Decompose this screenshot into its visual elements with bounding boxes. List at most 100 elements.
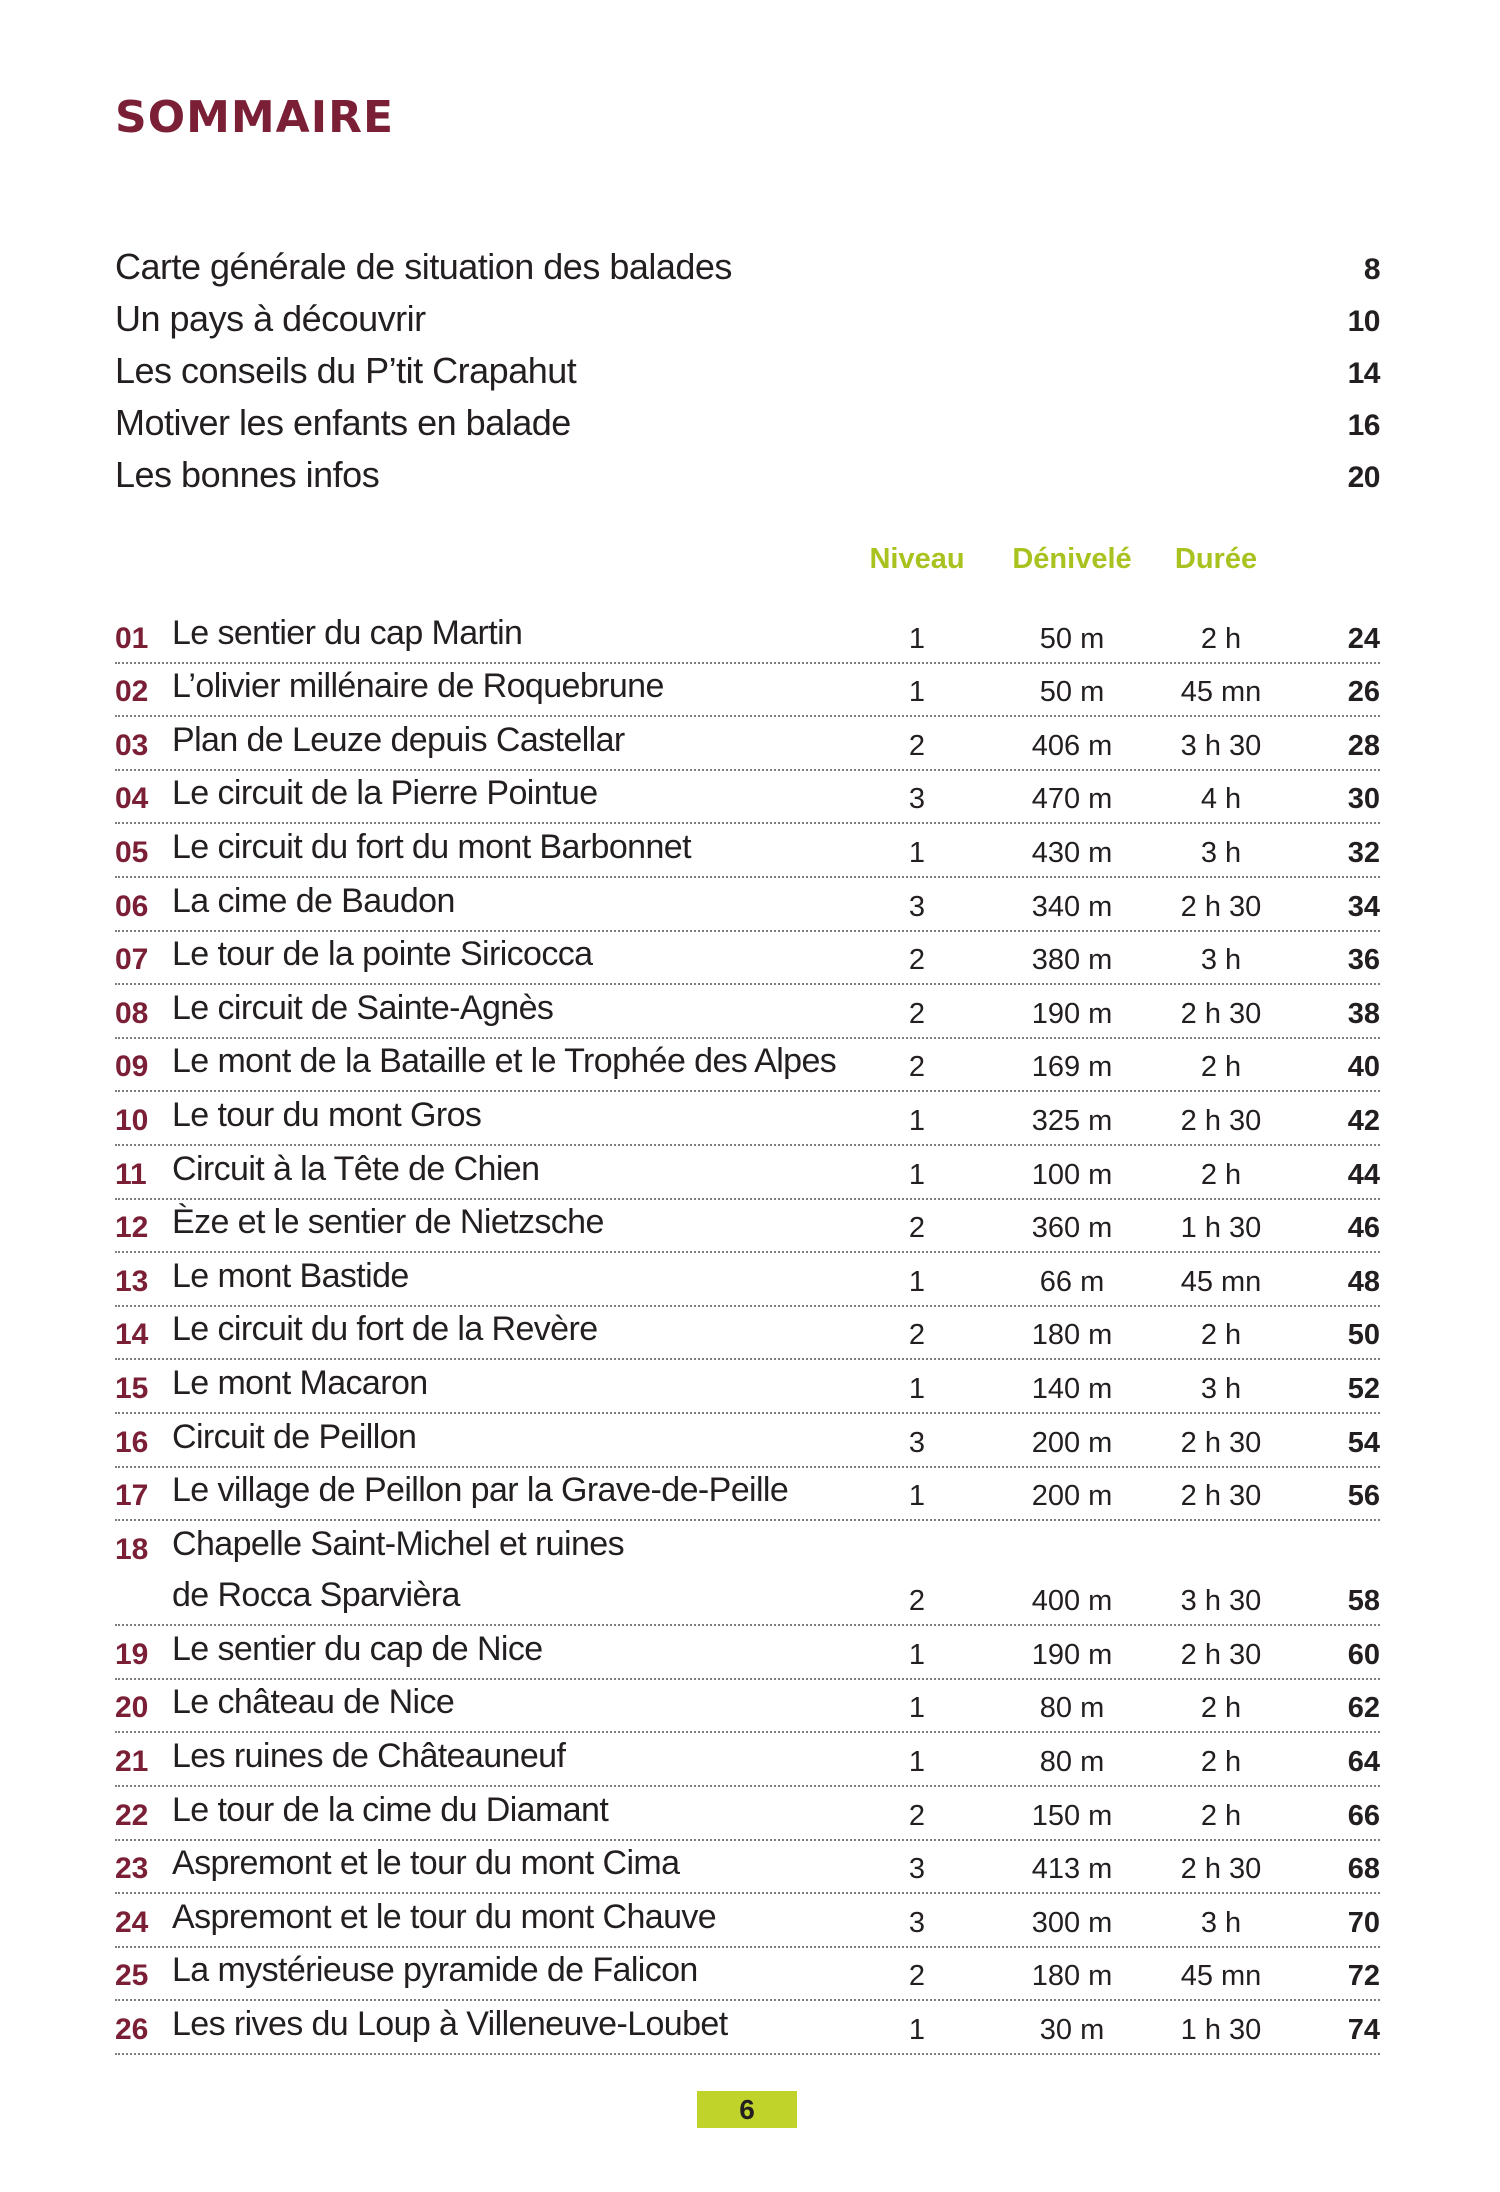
walk-number: 15 xyxy=(115,1371,149,1405)
walk-page: 62 xyxy=(1347,1692,1380,1725)
walk-row: 13 Le mont Bastide 1 66 m 45 mn 48 xyxy=(115,1253,1380,1307)
walk-number: 14 xyxy=(115,1318,149,1352)
walk-level: 3 xyxy=(908,1906,926,1939)
walk-name: Le tour de la cime du Diamant xyxy=(172,1790,609,1829)
walk-level: 2 xyxy=(908,1585,926,1618)
walk-name: Èze et le sentier de Nietzsche xyxy=(172,1203,604,1242)
walk-duration: 2 h 30 xyxy=(1180,890,1262,923)
walk-page: 60 xyxy=(1347,1638,1380,1671)
walk-number: 24 xyxy=(115,1905,149,1939)
walk-row: 17 Le village de Peillon par la Grave-de-… xyxy=(115,1468,1380,1522)
walk-number: 20 xyxy=(115,1691,149,1725)
walk-name: Le circuit de Sainte-Agnès xyxy=(172,988,554,1027)
walk-number: 26 xyxy=(115,2013,149,2047)
intro-item-label: Motiver les enfants en balade xyxy=(115,402,571,443)
walk-duration: 4 h xyxy=(1200,783,1242,816)
walk-elevation: 190 m xyxy=(1031,1638,1113,1671)
walk-page: 72 xyxy=(1347,1960,1380,1993)
walk-row: 22 Le tour de la cime du Diamant 2 150 m 2 h… xyxy=(115,1787,1380,1841)
walk-name: Le mont Macaron xyxy=(172,1363,428,1402)
walk-name: La cime de Baudon xyxy=(172,881,455,920)
walk-row: 19 Le sentier du cap de Nice 1 190 m 2 h 30 6… xyxy=(115,1626,1380,1680)
walk-name: Le tour du mont Gros xyxy=(172,1095,482,1134)
walk-duration: 2 h 30 xyxy=(1180,1104,1262,1137)
walk-row: 18 Chapelle Saint-Michel et ruines de Rocc… xyxy=(115,1521,1380,1627)
walk-row: 26 Les rives du Loup à Villeneuve-Loubet 1… xyxy=(115,2001,1380,2056)
walk-row: 07 Le tour de la pointe Siricocca 2 380 m 3 … xyxy=(115,932,1380,986)
walk-row: 25 La mystérieuse pyramide de Falicon 2 180… xyxy=(115,1948,1380,2002)
walk-name: Le sentier du cap Martin xyxy=(172,613,523,652)
walk-name: Circuit de Peillon xyxy=(172,1417,417,1456)
walk-name: Le mont Bastide xyxy=(172,1256,409,1295)
walk-page: 50 xyxy=(1347,1319,1380,1352)
intro-item-page: 16 xyxy=(1347,409,1381,442)
walk-row: 23 Aspremont et le tour du mont Cima 3 413 … xyxy=(115,1841,1380,1895)
walk-name: Le sentier du cap de Nice xyxy=(172,1629,543,1668)
walk-row: 08 Le circuit de Sainte-Agnès 2 190 m 2 h 30… xyxy=(115,985,1380,1039)
intro-list: Carte générale de situation des balades 8… xyxy=(115,246,1381,506)
walk-row: 11 Circuit à la Tête de Chien 1 100 m 2 h 44 xyxy=(115,1146,1380,1200)
walk-level: 3 xyxy=(908,1853,926,1886)
walk-elevation: 180 m xyxy=(1031,1319,1113,1352)
walk-elevation: 413 m xyxy=(1031,1853,1113,1886)
walk-level: 2 xyxy=(908,1960,926,1993)
walk-elevation: 360 m xyxy=(1031,1212,1113,1245)
walk-number: 08 xyxy=(115,996,149,1030)
walk-elevation: 100 m xyxy=(1031,1158,1113,1191)
walk-elevation: 66 m xyxy=(1039,1265,1105,1298)
walk-name: Le mont de la Bataille et le Trophée des… xyxy=(172,1042,837,1081)
intro-item-label: Carte générale de situation des balades xyxy=(115,246,732,287)
intro-item-label: Les bonnes infos xyxy=(115,454,380,495)
walk-duration: 3 h xyxy=(1200,944,1242,977)
walk-name: Le circuit du fort de la Revère xyxy=(172,1310,598,1349)
walk-level: 1 xyxy=(908,1265,926,1298)
intro-item-page: 8 xyxy=(1363,253,1381,286)
intro-item: Un pays à découvrir 10 xyxy=(115,298,1381,350)
walk-number: 13 xyxy=(115,1264,149,1298)
walk-number: 21 xyxy=(115,1745,149,1779)
walk-duration: 2 h 30 xyxy=(1180,1426,1262,1459)
walk-page: 36 xyxy=(1347,944,1380,977)
walk-duration: 3 h 30 xyxy=(1180,1585,1262,1618)
walk-number: 11 xyxy=(115,1157,147,1191)
walk-level: 1 xyxy=(908,1480,926,1513)
walk-elevation: 325 m xyxy=(1031,1104,1113,1137)
walk-elevation: 400 m xyxy=(1031,1585,1113,1618)
walk-page: 32 xyxy=(1347,836,1380,869)
walk-level: 1 xyxy=(908,1372,926,1405)
header-elevation: Dénivelé xyxy=(1012,543,1132,575)
walk-row: 06 La cime de Baudon 3 340 m 2 h 30 34 xyxy=(115,878,1380,932)
walk-number: 03 xyxy=(115,728,149,762)
walk-duration: 2 h 30 xyxy=(1180,1480,1262,1513)
walk-page: 44 xyxy=(1347,1158,1380,1191)
walk-duration: 2 h xyxy=(1200,622,1242,655)
walk-number: 18 xyxy=(115,1533,149,1567)
walk-duration: 2 h xyxy=(1200,1158,1242,1191)
intro-item-page: 14 xyxy=(1347,357,1381,390)
walk-level: 2 xyxy=(908,944,926,977)
walk-name: Aspremont et le tour du mont Chauve xyxy=(172,1897,717,1936)
column-headers: Niveau Dénivelé Durée xyxy=(0,543,1500,583)
walk-row: 05 Le circuit du fort du mont Barbonnet 1 4… xyxy=(115,824,1380,878)
walk-duration: 1 h 30 xyxy=(1180,1212,1262,1245)
walk-duration: 45 mn xyxy=(1180,1960,1262,1993)
walk-row: 02 L’olivier millénaire de Roquebrune 1 50 … xyxy=(115,664,1380,718)
walk-number: 01 xyxy=(115,621,149,655)
intro-item: Les bonnes infos 20 xyxy=(115,454,1381,506)
walk-duration: 2 h xyxy=(1200,1051,1242,1084)
page-title: SOMMAIRE xyxy=(115,92,395,143)
walk-elevation: 50 m xyxy=(1039,676,1105,709)
walk-elevation: 80 m xyxy=(1039,1746,1105,1779)
walk-level: 2 xyxy=(908,1051,926,1084)
walk-row: 15 Le mont Macaron 1 140 m 3 h 52 xyxy=(115,1360,1380,1414)
walk-number: 10 xyxy=(115,1103,149,1137)
walk-page: 34 xyxy=(1347,890,1380,923)
walk-level: 1 xyxy=(908,1746,926,1779)
walk-level: 2 xyxy=(908,729,926,762)
intro-item-page: 10 xyxy=(1347,305,1381,338)
walk-number: 06 xyxy=(115,889,149,923)
walk-elevation: 406 m xyxy=(1031,729,1113,762)
walk-duration: 2 h xyxy=(1200,1746,1242,1779)
walk-name: Les ruines de Châteauneuf xyxy=(172,1737,566,1776)
walk-number: 07 xyxy=(115,943,149,977)
